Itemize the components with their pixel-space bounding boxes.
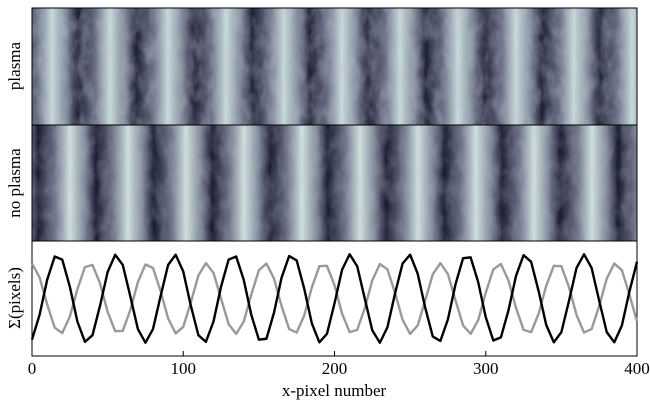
x-tick-label: 0: [28, 359, 37, 378]
no-plasma-texture: [32, 125, 637, 241]
x-tick-label: 300: [473, 359, 499, 378]
panel-label: no plasma: [5, 148, 24, 218]
x-axis-label: x-pixel number: [282, 381, 387, 400]
y-axis-label: Σ(pixels): [5, 267, 24, 329]
plasma-texture: [32, 8, 637, 125]
series-line: [30, 253, 639, 344]
panel-label: plasma: [5, 41, 24, 90]
x-tick-label: 100: [171, 359, 197, 378]
x-tick-label: 400: [624, 359, 650, 378]
x-tick-label: 200: [322, 359, 348, 378]
series-line: [30, 261, 639, 336]
